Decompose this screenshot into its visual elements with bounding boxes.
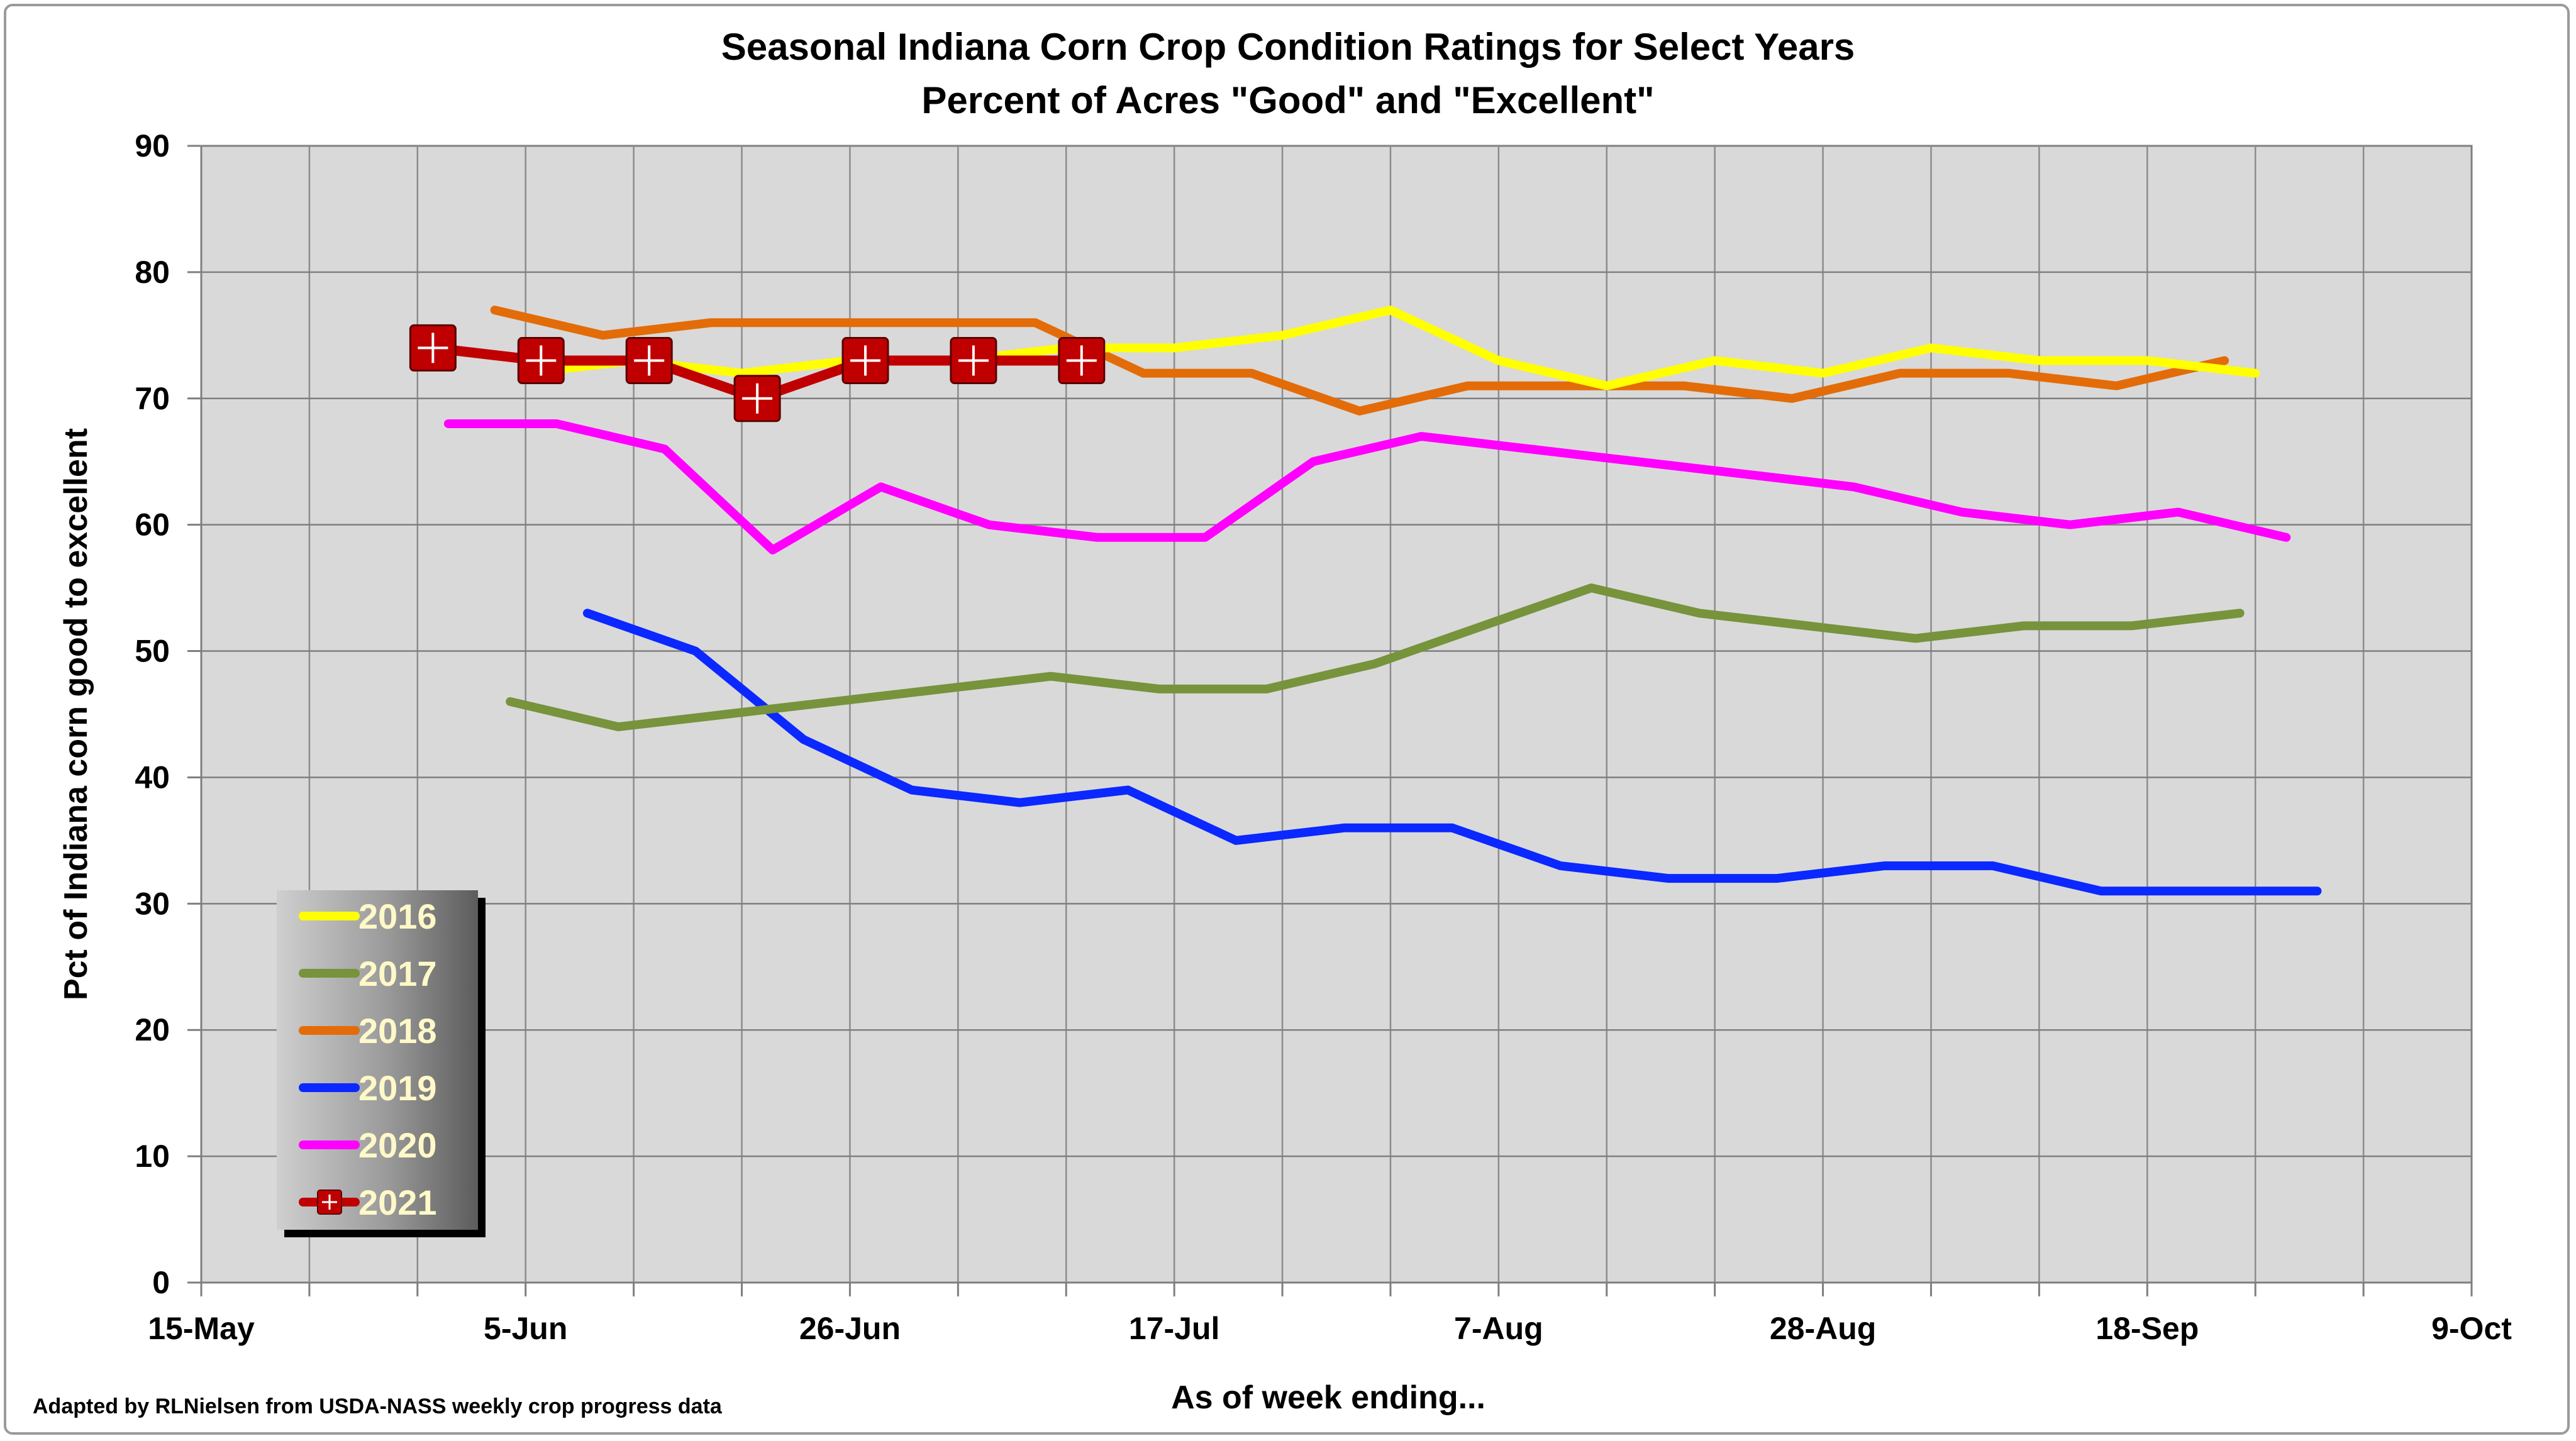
x-tick-label: 15-May bbox=[148, 1311, 255, 1346]
x-tick-label: 28-Aug bbox=[1770, 1311, 1876, 1346]
y-tick-label: 30 bbox=[135, 886, 170, 921]
legend-label: 2019 bbox=[358, 1068, 437, 1108]
data-point-2021 bbox=[410, 325, 455, 370]
y-tick-label: 70 bbox=[135, 381, 170, 416]
data-point-2021 bbox=[735, 376, 780, 421]
x-axis-label: As of week ending... bbox=[1171, 1379, 1485, 1416]
y-tick-label: 80 bbox=[135, 255, 170, 290]
data-point-2021 bbox=[518, 338, 564, 384]
source-credit: Adapted by RLNielsen from USDA-NASS week… bbox=[33, 1394, 723, 1418]
data-point-2021 bbox=[1059, 338, 1104, 384]
legend-label: 2017 bbox=[358, 954, 437, 993]
plot-area bbox=[201, 146, 2472, 1283]
y-tick-label: 20 bbox=[135, 1012, 170, 1047]
legend-label: 2018 bbox=[358, 1011, 437, 1051]
chart-title: Seasonal Indiana Corn Crop Condition Rat… bbox=[721, 26, 1855, 68]
legend: 2016 2017 2018 2019 2020 2021 bbox=[277, 890, 486, 1237]
y-tick-label: 60 bbox=[135, 507, 170, 543]
y-axis-label: Pct of Indiana corn good to excellent bbox=[58, 428, 94, 1000]
x-tick-label: 17-Jul bbox=[1129, 1311, 1220, 1346]
x-tick-label: 26-Jun bbox=[799, 1311, 901, 1346]
y-tick-label: 10 bbox=[135, 1139, 170, 1174]
y-tick-label: 0 bbox=[152, 1265, 170, 1300]
y-tick-label: 50 bbox=[135, 634, 170, 669]
x-tick-label: 7-Aug bbox=[1454, 1311, 1543, 1346]
x-tick-label: 5-Jun bbox=[484, 1311, 567, 1346]
y-tick-label: 90 bbox=[135, 128, 170, 163]
line-chart: Seasonal Indiana Corn Crop Condition Rat… bbox=[0, 0, 2576, 1441]
legend-label: 2016 bbox=[358, 897, 437, 936]
y-tick-label: 40 bbox=[135, 759, 170, 795]
data-point-2021 bbox=[626, 338, 672, 384]
data-point-2021 bbox=[843, 338, 888, 384]
x-tick-label: 18-Sep bbox=[2096, 1311, 2199, 1346]
legend-box bbox=[277, 890, 478, 1230]
data-point-2021 bbox=[951, 338, 996, 384]
x-tick-label: 9-Oct bbox=[2431, 1311, 2512, 1346]
legend-label: 2020 bbox=[358, 1125, 437, 1165]
legend-label: 2021 bbox=[358, 1183, 437, 1222]
chart-subtitle: Percent of Acres "Good" and "Excellent" bbox=[921, 79, 1654, 121]
